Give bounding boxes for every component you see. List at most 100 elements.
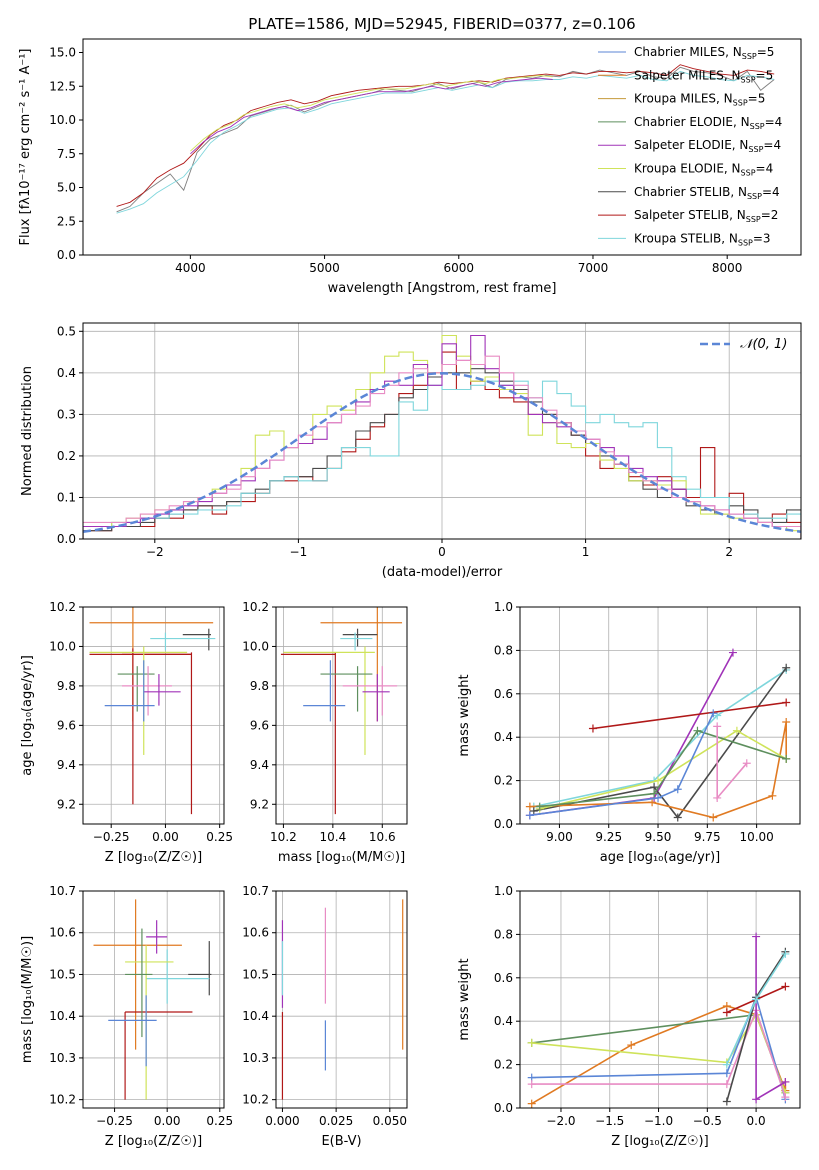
legend-entry: Chabrier MILES, NSSP=5	[634, 45, 774, 61]
axis-labels: age [log₁₀(age/yr)] mass weight	[457, 674, 720, 865]
point-chabrier_stelib	[529, 806, 538, 815]
axis-labels: E(B-V)	[321, 1134, 361, 1149]
point-chabrier_elodie	[693, 726, 702, 735]
point-chabrier_elodie	[535, 802, 544, 811]
x-tick-label: 9.50	[645, 830, 672, 844]
legend-entry: Chabrier STELIB, NSSP=4	[634, 185, 780, 201]
chart-weight_vs_age: 9.00 9.25 9.50 9.75 10.00 0.0 0.2 0.4 0.6 0.8 1.0 a…	[457, 600, 801, 865]
x-tick-label: −1	[290, 545, 308, 559]
y-tick-label: 0.4	[494, 1014, 513, 1028]
x-tick-label: 4000	[175, 261, 206, 275]
hist-chabrier_stelib	[83, 368, 801, 539]
legend-entry: Salpeter ELODIE, NSSP=4	[634, 138, 781, 154]
axes-frame	[82, 890, 225, 1109]
point-chabrier_stelib	[673, 813, 682, 822]
point-salpeter_miles	[525, 802, 534, 811]
point-kroupa_stelib	[722, 1060, 731, 1069]
x-tick-label: 0.0	[747, 1114, 766, 1128]
point-chabrier_stelib	[722, 1097, 731, 1106]
y-tick-label: 9.4	[250, 758, 269, 772]
series-line-salpeter_stelib	[116, 64, 775, 207]
ticks: −2.0 −1.5 −1.0 −0.5 0.0 0.0 0.2 0.4 0.6 0.8 1.0	[494, 884, 766, 1128]
y-tick-label: 7.5	[57, 147, 76, 161]
y-tick-label: 0.3	[57, 407, 76, 421]
x-axis-label: E(B-V)	[321, 1134, 361, 1149]
series-line-salpeter_elodie	[190, 77, 553, 155]
legend: Chabrier MILES, NSSP=5 Salpeter MILES, NS…	[598, 45, 782, 247]
x-tick-label: 9.25	[595, 830, 622, 844]
point-chabrier_miles	[673, 785, 682, 794]
y-tick-label: 0.8	[494, 643, 513, 657]
x-axis-label: mass [log₁₀(M/M☉)]	[278, 850, 405, 865]
series-line-salpeter_stelib	[592, 701, 787, 730]
point-salpeter_elodie	[781, 1077, 790, 1086]
y-tick-label: 9.2	[250, 797, 269, 811]
axis-labels: Z [log₁₀(Z/Z☉)] age [log₁₀(age/yr)]	[20, 655, 202, 865]
y-tick-label: 0.4	[494, 730, 513, 744]
point-pink	[722, 1080, 731, 1089]
x-tick-label: 8000	[712, 261, 743, 275]
marks	[116, 64, 775, 214]
y-tick-label: 0.2	[494, 774, 513, 788]
chart-weight_vs_Z: −2.0 −1.5 −1.0 −0.5 0.0 0.0 0.2 0.4 0.6 0.8 1.0 Z […	[457, 884, 801, 1149]
x-tick-label: 9.00	[546, 830, 573, 844]
point-pink	[527, 1080, 536, 1089]
x-tick-label: −0.25	[93, 830, 130, 844]
x-axis-label: Z [log₁₀(Z/Z☉)]	[105, 1134, 202, 1149]
y-tick-label: 10.7	[49, 884, 76, 898]
y-tick-label: 0.2	[494, 1058, 513, 1072]
y-tick-label: 10.6	[49, 926, 76, 940]
series-line-chabrier_stelib	[533, 667, 787, 819]
legend-entry: Salpeter MILES, NSSP=5	[634, 68, 773, 84]
y-tick-label: 1.0	[494, 600, 513, 614]
series-line-chabrier_elodie	[539, 729, 787, 808]
charts-layer: 4000 5000 6000 7000 80000.02.55.07.510.012.5…	[18, 38, 802, 1149]
y-tick-label: 0.6	[494, 971, 513, 985]
chart-age_vs_Z: −0.25 0.00 0.25 9.2 9.4 9.6 9.8 10.0 10.2 Z [log₁…	[20, 600, 233, 865]
marks	[527, 932, 790, 1108]
x-tick-label: 0.000	[265, 1114, 299, 1128]
y-tick-label: 0.2	[57, 449, 76, 463]
chart-residuals: −2 −1 0 1 2 0.0 0.1 0.2 0.3 0.4 0.5 (data-model)/er…	[20, 322, 802, 580]
marks	[525, 648, 791, 822]
y-tick-label: 10.2	[242, 600, 269, 614]
grid	[276, 606, 407, 824]
point-salpeter_stelib	[722, 1008, 731, 1017]
x-tick-label: 0.050	[373, 1114, 407, 1128]
y-axis-label: age [log₁₀(age/yr)]	[20, 655, 35, 776]
x-tick-label: 1	[582, 545, 590, 559]
y-tick-label: 1.0	[494, 884, 513, 898]
y-tick-label: 0.1	[57, 490, 76, 504]
point-chabrier_miles	[654, 793, 663, 802]
x-tick-label: −0.5	[693, 1114, 722, 1128]
y-axis-label: mass weight	[457, 674, 472, 756]
axes-frame	[82, 606, 225, 825]
grid	[83, 606, 224, 824]
y-tick-label: 2.5	[57, 214, 76, 228]
y-tick-label: 10.0	[242, 639, 269, 653]
y-tick-label: 0.4	[57, 366, 76, 380]
y-tick-label: 10.7	[242, 884, 269, 898]
y-tick-label: 12.5	[49, 79, 76, 93]
marks	[281, 899, 404, 1100]
point-salpeter_stelib	[588, 724, 597, 733]
point-kroupa_elodie	[527, 1038, 536, 1047]
chart-mass_vs_ebv: 0.000 0.025 0.050 10.2 10.3 10.4 10.5 10.6 10.7 E…	[242, 884, 408, 1149]
x-tick-label: −1.0	[644, 1114, 673, 1128]
x-tick-label: 0.025	[319, 1114, 353, 1128]
x-tick-label: 9.75	[694, 830, 721, 844]
axes-frame	[519, 606, 801, 825]
point-chabrier_miles	[525, 811, 534, 820]
legend-entry: Kroupa MILES, NSSP=5	[634, 92, 765, 108]
point-kroupa_elodie	[732, 726, 741, 735]
y-axis-label: Normed distribution	[20, 366, 35, 496]
axis-labels: Z [log₁₀(Z/Z☉)] mass [log₁₀(M/M☉)]	[20, 936, 202, 1149]
series-line-kroupa_elodie	[539, 729, 787, 810]
point-salpeter_miles	[648, 798, 657, 807]
point-salpeter_miles	[782, 718, 791, 727]
point-salpeter_stelib	[782, 698, 791, 707]
x-tick-label: −2	[146, 545, 164, 559]
x-tick-label: 0.25	[206, 1114, 233, 1128]
y-tick-label: 5.0	[57, 181, 76, 195]
